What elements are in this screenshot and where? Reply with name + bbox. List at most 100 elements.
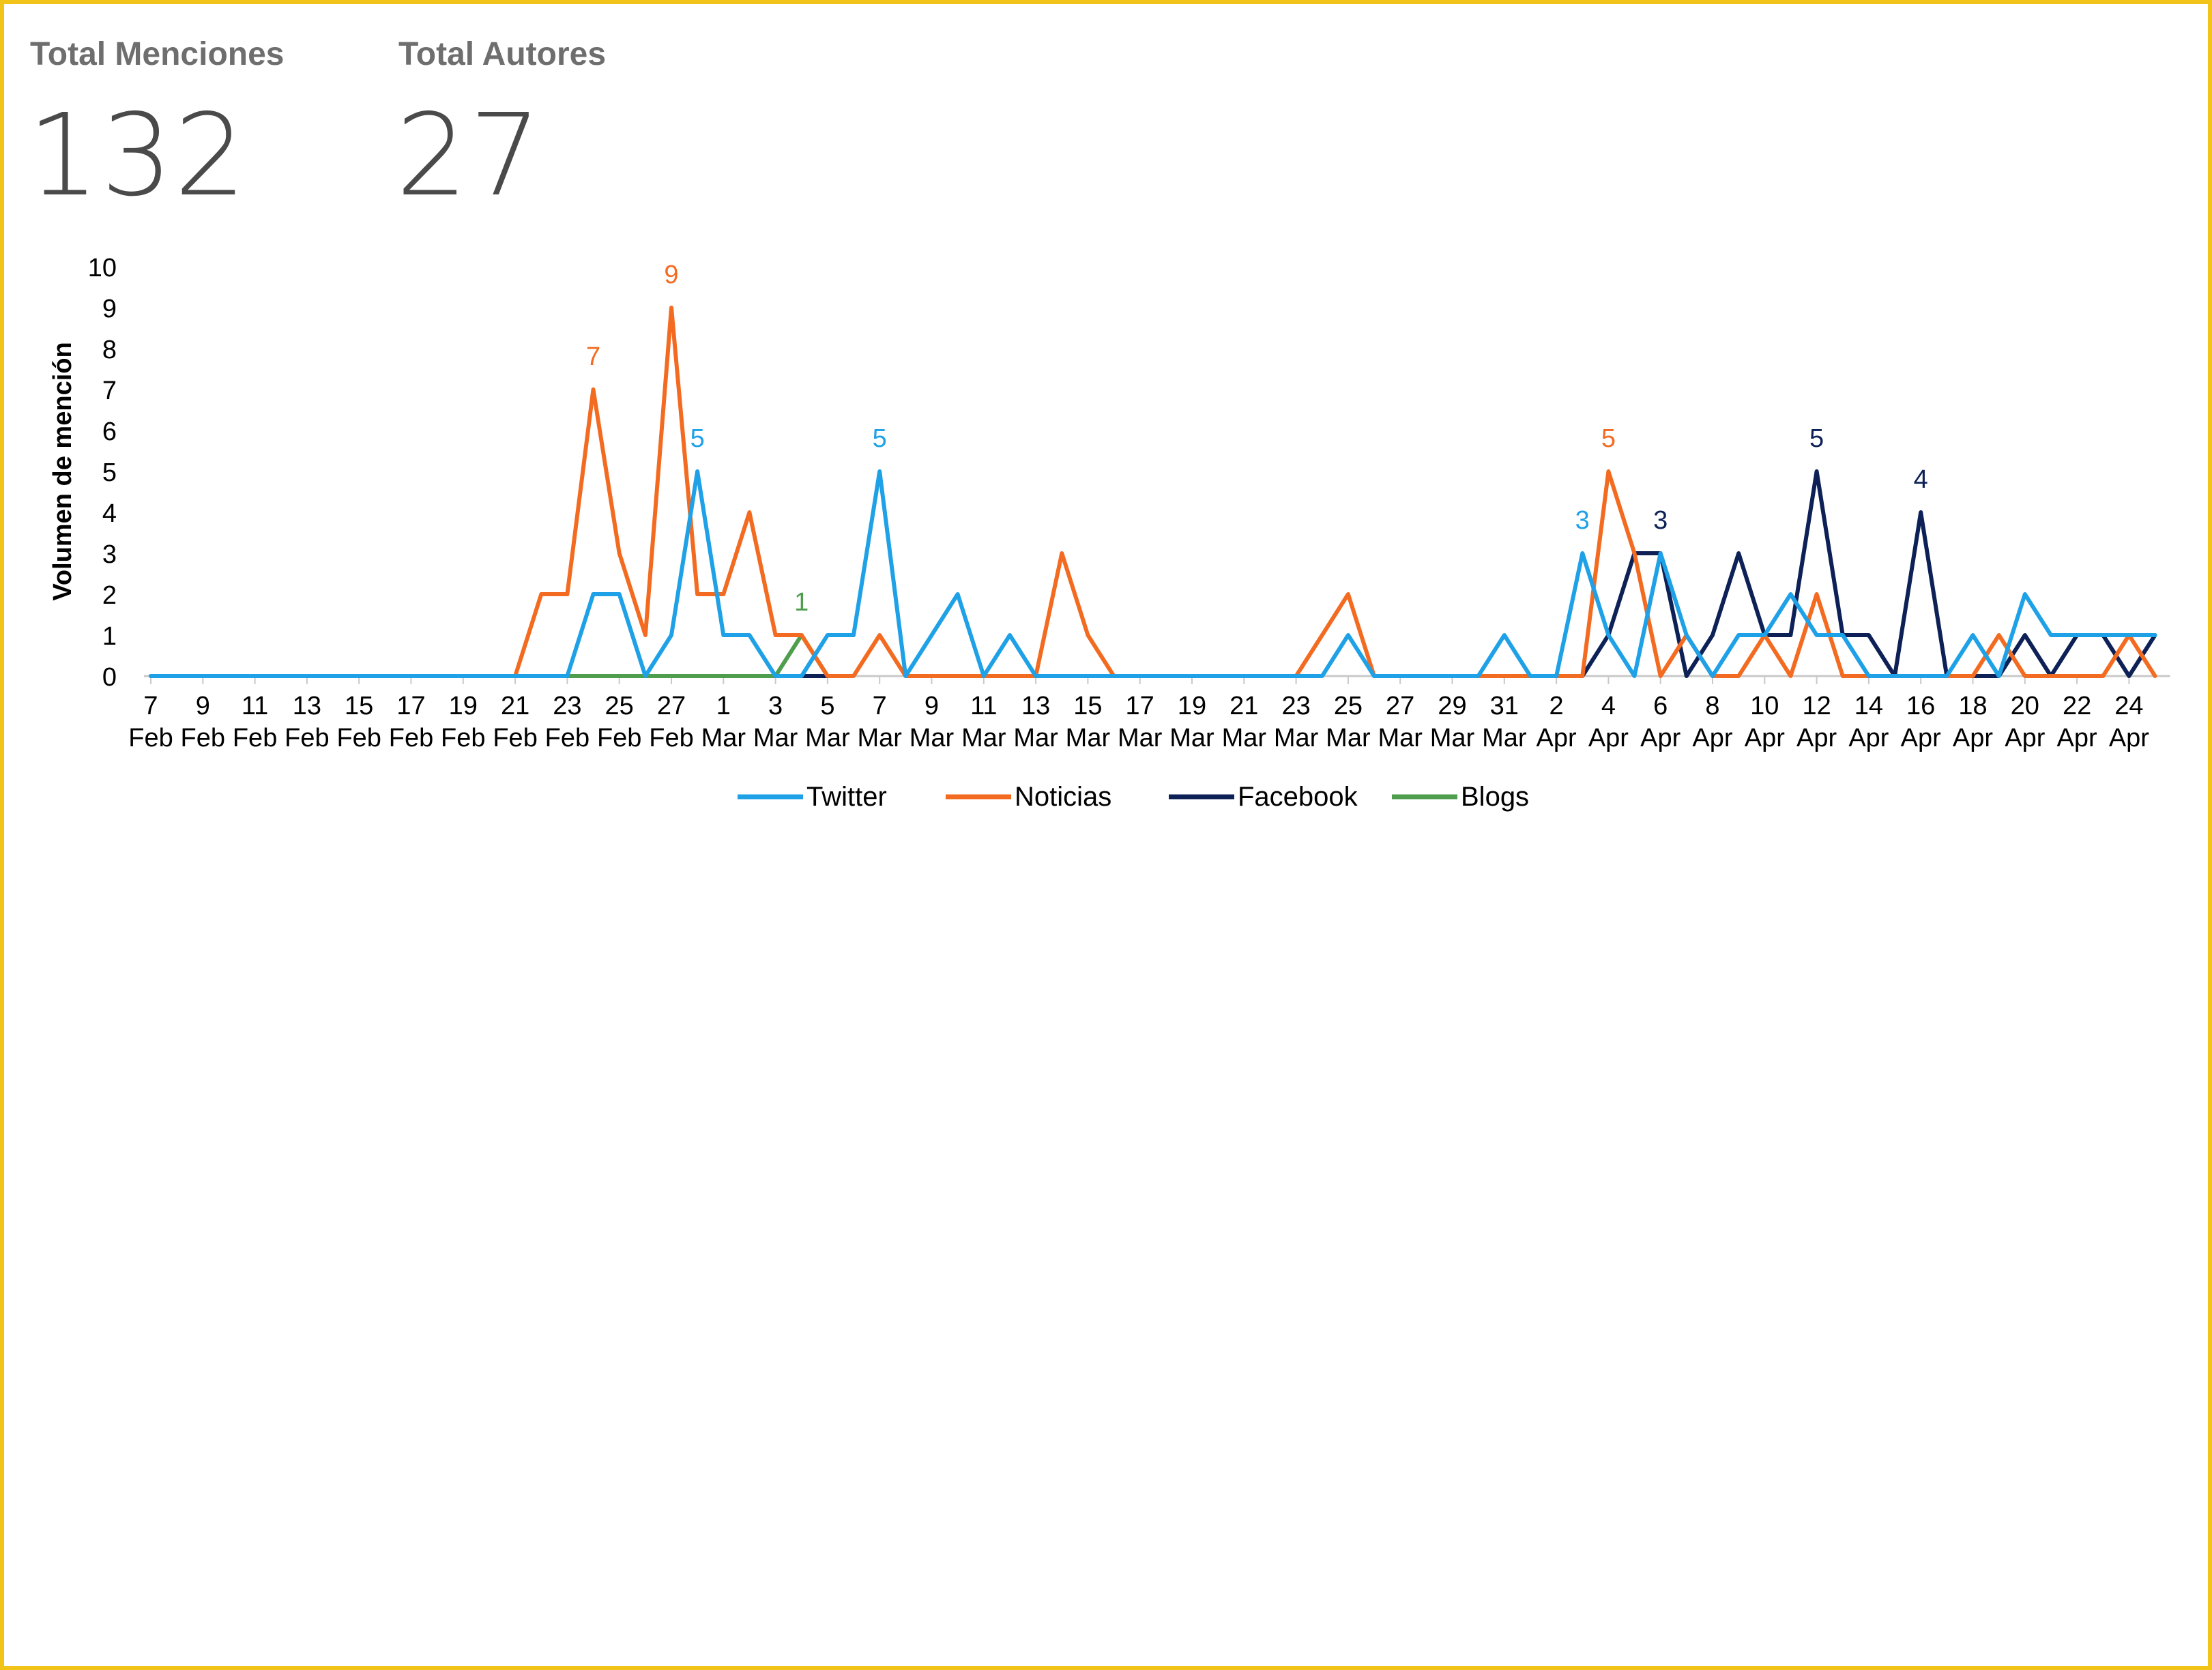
y-tick-label: 6 <box>102 418 117 446</box>
kpi-value: 132 <box>27 90 248 222</box>
series-line-noticias <box>149 306 2157 678</box>
x-tick-label: Mar <box>1430 724 1475 752</box>
x-tick-label: Mar <box>1169 724 1214 752</box>
x-tick-label: Apr <box>1588 724 1629 752</box>
data-label-blogs: 1 <box>794 588 809 617</box>
x-tick-label: 2 <box>1549 692 1564 720</box>
x-tick-label: Mar <box>961 724 1006 752</box>
y-tick-label: 1 <box>102 622 117 651</box>
x-tick-label: 4 <box>1601 692 1616 720</box>
x-tick-label: 25 <box>605 692 634 720</box>
series-line-facebook <box>1580 469 2157 678</box>
x-tick-label: 19 <box>449 692 478 720</box>
x-tick-label: 27 <box>657 692 686 720</box>
x-tick-label: Apr <box>1848 724 1889 752</box>
x-tick-label: 15 <box>345 692 373 720</box>
legend-label-facebook: Facebook <box>1238 782 1358 812</box>
x-tick-label: 29 <box>1438 692 1466 720</box>
x-tick-label: 17 <box>1126 692 1154 720</box>
y-tick-label: 9 <box>102 295 117 323</box>
x-tick-label: 1 <box>716 692 731 720</box>
y-axis-title: Volumen de mención <box>48 342 77 600</box>
kpi-label: Total Autores <box>398 36 607 72</box>
x-tick-label: Apr <box>1692 724 1732 752</box>
data-label-noticias: 5 <box>1601 424 1616 453</box>
y-tick-label: 7 <box>102 377 117 405</box>
kpi-value: 27 <box>396 90 543 222</box>
x-tick-label: Mar <box>805 724 850 752</box>
x-tick-label: 20 <box>2011 692 2039 720</box>
x-tick-label: Mar <box>857 724 902 752</box>
x-tick-label: Apr <box>2005 724 2045 752</box>
x-tick-label: Feb <box>545 724 590 752</box>
x-tick-label: 11 <box>970 692 997 720</box>
x-tick-label: 7 <box>143 692 158 720</box>
x-tick-label: Apr <box>1796 724 1837 752</box>
data-label-facebook: 4 <box>1914 465 1928 494</box>
x-tick-label: 18 <box>1958 692 1987 720</box>
x-tick-label: Mar <box>753 724 798 752</box>
x-tick-label: 9 <box>925 692 939 720</box>
x-tick-label: 23 <box>553 692 581 720</box>
x-tick-label: 24 <box>2114 692 2143 720</box>
x-tick-label: 14 <box>1854 692 1883 720</box>
y-tick-label: 3 <box>102 540 117 569</box>
x-tick-label: 21 <box>1229 692 1258 720</box>
series-line-twitter <box>149 469 2157 678</box>
x-tick-label: Mar <box>1118 724 1163 752</box>
legend-label-noticias: Noticias <box>1015 782 1111 812</box>
x-tick-label: 13 <box>1021 692 1050 720</box>
x-tick-label: 17 <box>396 692 425 720</box>
x-tick-label: 15 <box>1073 692 1102 720</box>
x-tick-label: Mar <box>1378 724 1423 752</box>
x-tick-label: 25 <box>1334 692 1363 720</box>
kpi-label: Total Menciones <box>30 36 285 72</box>
x-tick-label: 8 <box>1705 692 1719 720</box>
x-tick-label: Mar <box>1013 724 1058 752</box>
legend-label-twitter: Twitter <box>806 782 887 812</box>
x-tick-label: Apr <box>2109 724 2149 752</box>
x-tick-label: 9 <box>196 692 210 720</box>
data-label-noticias: 9 <box>664 261 678 289</box>
x-tick-label: Feb <box>389 724 433 752</box>
x-tick-label: 19 <box>1178 692 1206 720</box>
y-tick-label: 0 <box>102 663 117 692</box>
x-tick-label: Apr <box>1537 724 1577 752</box>
x-tick-label: Apr <box>1640 724 1680 752</box>
x-tick-label: Feb <box>649 724 693 752</box>
x-tick-label: 6 <box>1653 692 1668 720</box>
x-tick-label: Mar <box>1274 724 1319 752</box>
x-tick-label: 16 <box>1906 692 1935 720</box>
x-tick-label: Feb <box>233 724 277 752</box>
x-tick-label: 10 <box>1750 692 1779 720</box>
y-tick-label: 2 <box>102 581 117 610</box>
x-tick-label: Apr <box>1745 724 1785 752</box>
y-tick-label: 8 <box>102 336 117 364</box>
x-tick-label: 7 <box>873 692 887 720</box>
x-tick-label: Mar <box>1222 724 1267 752</box>
x-tick-label: Feb <box>441 724 485 752</box>
legend-label-blogs: Blogs <box>1461 782 1529 812</box>
x-tick-label: 5 <box>820 692 834 720</box>
data-label-noticias: 7 <box>586 342 600 371</box>
x-tick-label: Mar <box>1482 724 1527 752</box>
x-tick-label: Mar <box>909 724 955 752</box>
data-label-facebook: 3 <box>1653 506 1668 535</box>
x-tick-label: Apr <box>1953 724 1993 752</box>
data-label-facebook: 5 <box>1809 424 1824 453</box>
x-tick-label: Mar <box>1326 724 1371 752</box>
x-tick-label: Feb <box>181 724 225 752</box>
x-tick-label: 11 <box>242 692 268 720</box>
x-tick-label: 31 <box>1490 692 1519 720</box>
x-tick-label: 13 <box>293 692 321 720</box>
data-label-twitter: 3 <box>1575 506 1590 535</box>
x-tick-label: Feb <box>285 724 329 752</box>
x-tick-label: Mar <box>701 724 746 752</box>
x-tick-label: Feb <box>336 724 381 752</box>
x-tick-label: 3 <box>768 692 783 720</box>
x-tick-label: 21 <box>501 692 529 720</box>
y-tick-label: 4 <box>102 499 117 528</box>
x-tick-label: 27 <box>1386 692 1414 720</box>
